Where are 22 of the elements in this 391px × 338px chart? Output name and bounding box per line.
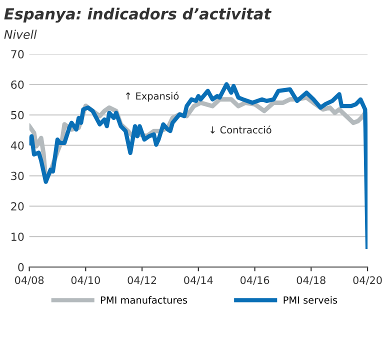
annotation: ↑ Expansió [126, 92, 179, 102]
line-series [29, 82, 368, 250]
y-tick-label: 30 [11, 172, 24, 180]
x-tick-label: 04/08 [15, 276, 44, 285]
x-tick-label: 04/10 [71, 276, 100, 285]
y-tick-label: 10 [12, 232, 24, 241]
x-tick-label: 04/16 [240, 276, 270, 285]
y-tick-label: 70 [11, 50, 24, 58]
y-tick-label: 20 [11, 202, 24, 211]
legend-label: PMI serveis [284, 296, 338, 304]
x-tick-label: 04/20 [353, 276, 382, 285]
x-tick-label: 04/18 [296, 276, 326, 285]
y-tick-label: 40 [10, 141, 24, 150]
legend-label: PMI manufactures [101, 296, 188, 304]
y-tick-label: 60 [11, 80, 24, 89]
chart-title: Espanya: indicadors d’activitat [4, 8, 272, 23]
y-tick-label: 0 [18, 262, 24, 272]
y-tick-label: 50 [11, 110, 24, 120]
chart-subtitle: Nivell [4, 30, 37, 39]
annotation: ↓ Contracció [210, 126, 272, 134]
x-tick-label: 04/12 [128, 276, 156, 285]
x-tick-label: 04/14 [184, 276, 213, 285]
